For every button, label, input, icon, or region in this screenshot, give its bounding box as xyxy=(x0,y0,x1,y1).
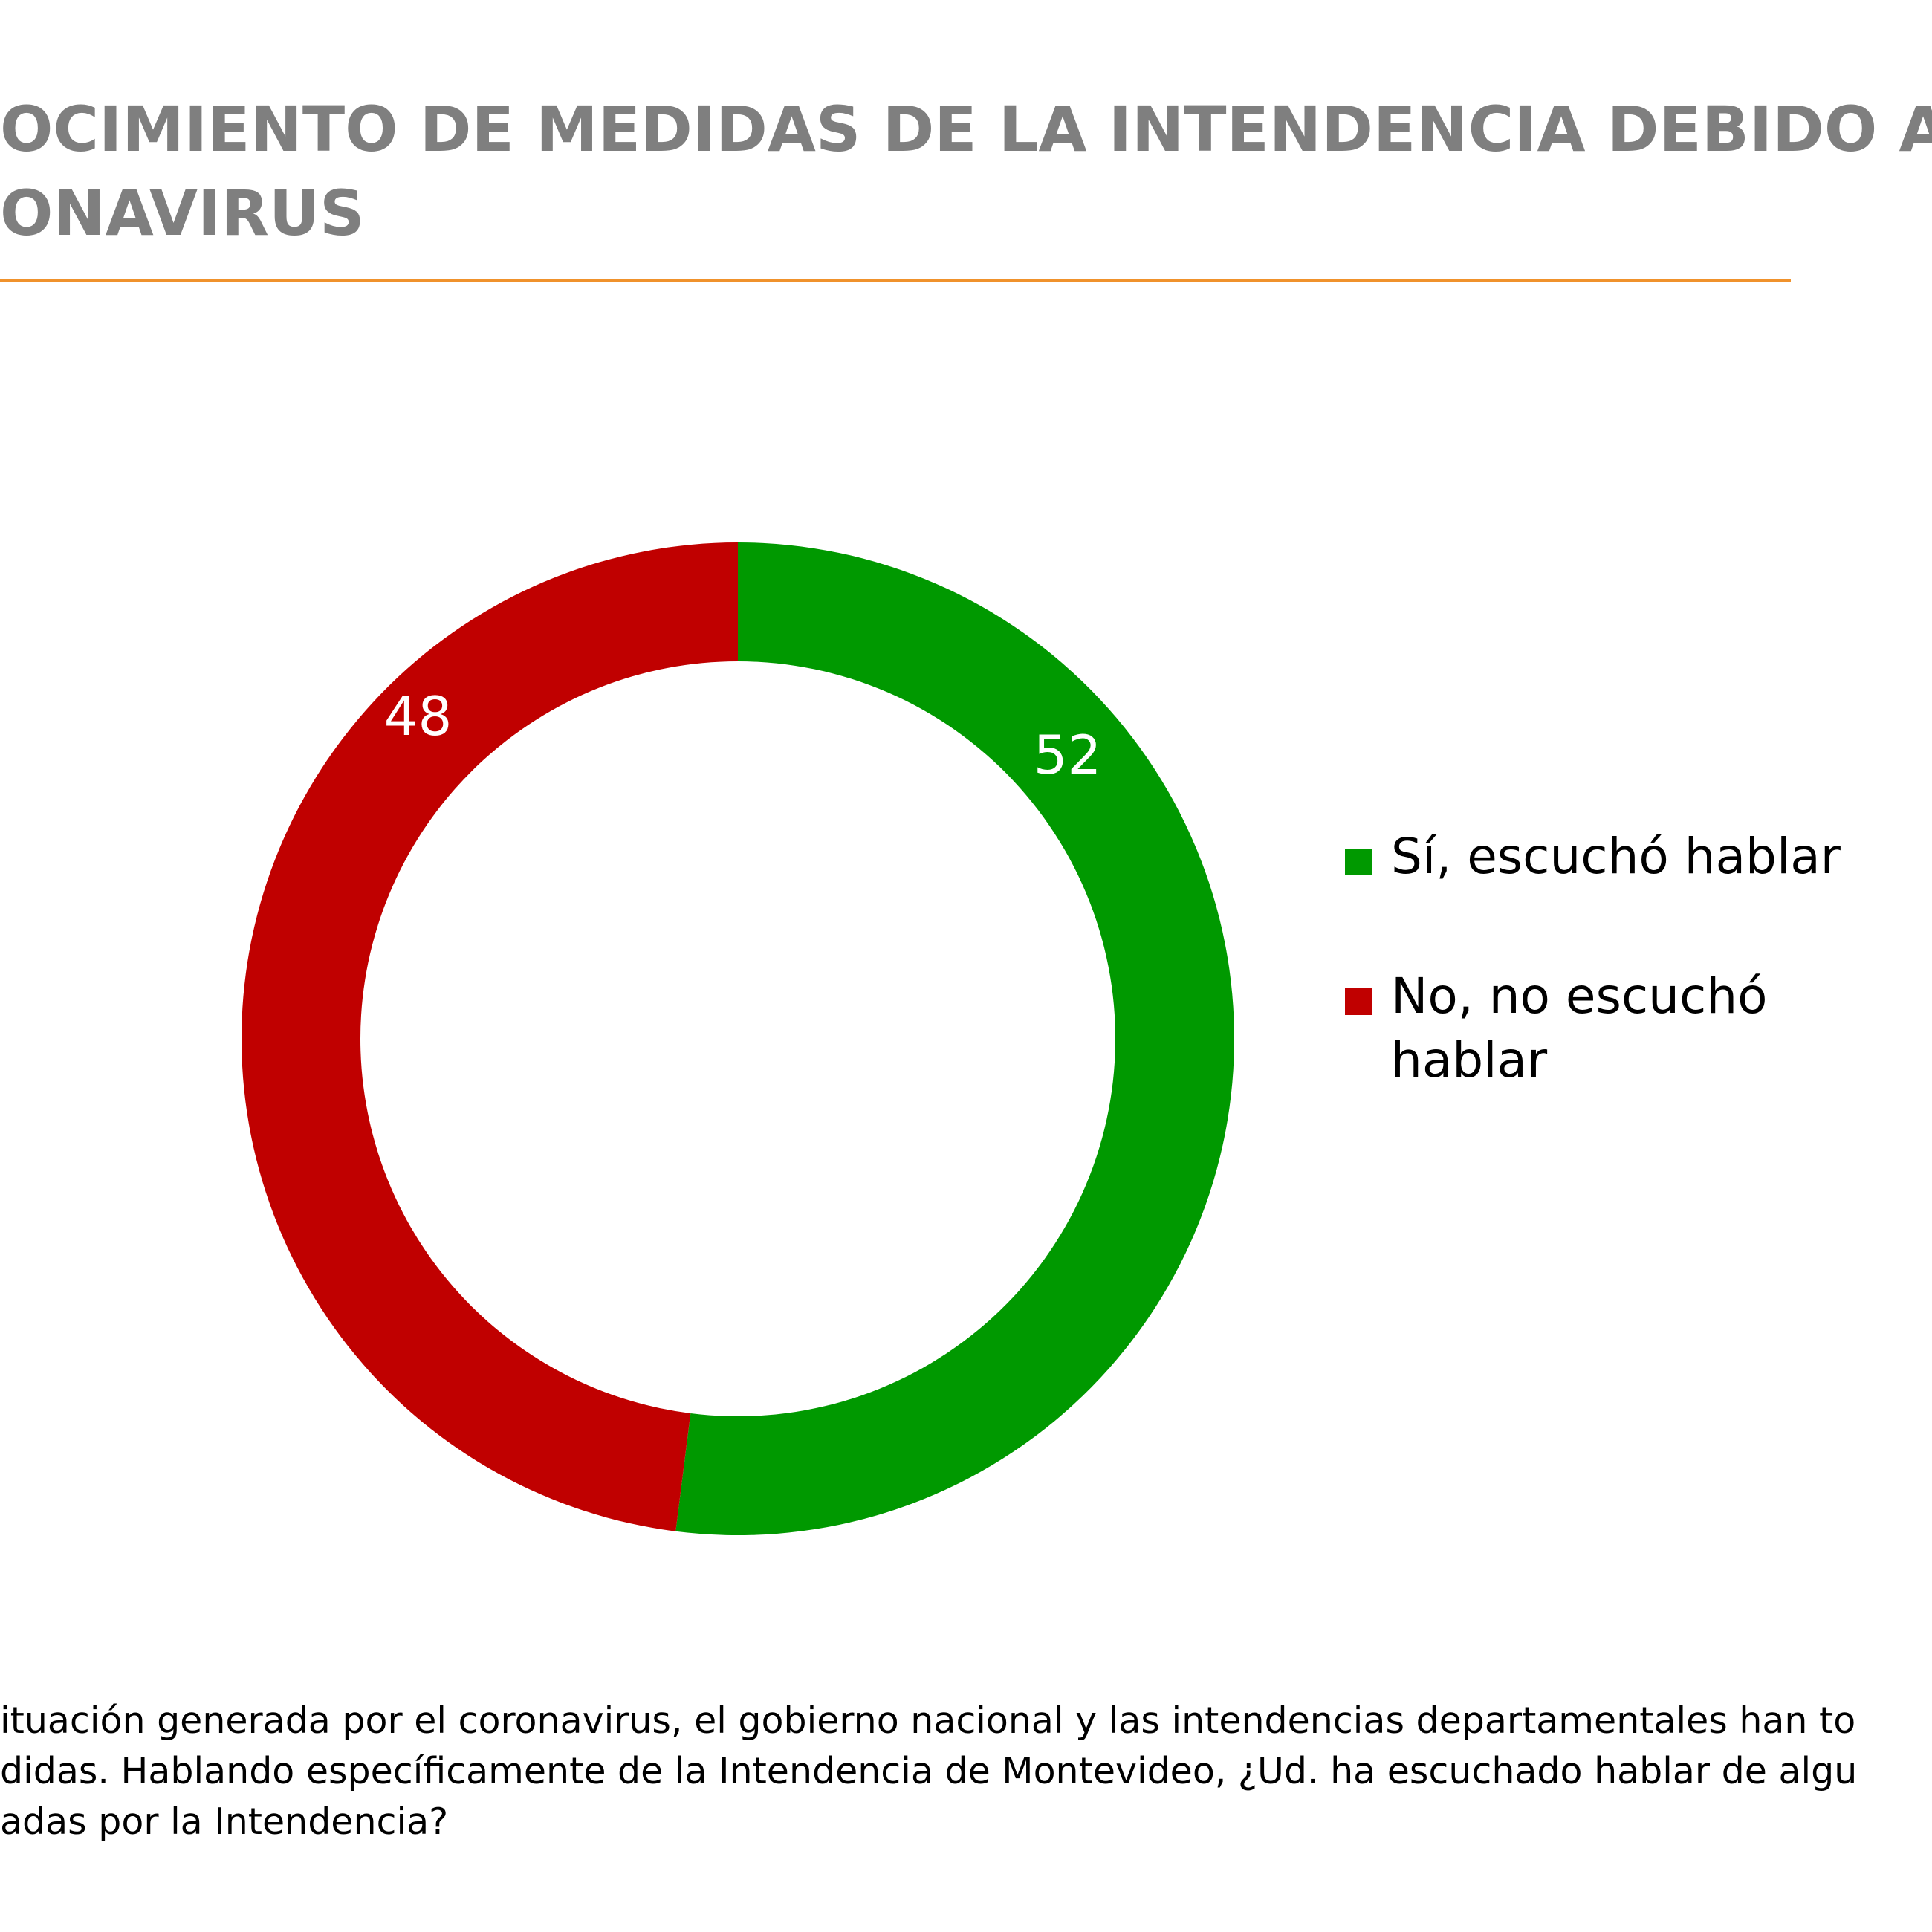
title-line-1: OCIMIENTO DE MEDIDAS DE LA INTENDENCIA D… xyxy=(0,93,1932,166)
legend-item-no: No, no escuchó hablar xyxy=(1345,965,1880,1092)
data-label-no: 48 xyxy=(384,685,453,748)
legend-item-yes: Sí, escuchó hablar xyxy=(1345,825,1880,889)
data-label-yes: 52 xyxy=(1034,724,1102,786)
legend-swatch-yes xyxy=(1345,849,1372,875)
title-line-2: ONAVIRUS xyxy=(0,177,365,250)
survey-question: ituación generada por el coronavirus, el… xyxy=(0,1696,1932,1847)
donut-slice-no xyxy=(241,542,738,1531)
legend-swatch-no xyxy=(1345,988,1372,1015)
question-line-1: ituación generada por el coronavirus, el… xyxy=(0,1699,1856,1742)
legend-label-yes: Sí, escuchó hablar xyxy=(1391,828,1841,885)
page-title: OCIMIENTO DE MEDIDAS DE LA INTENDENCIA D… xyxy=(0,88,1932,256)
question-line-2: didas. Hablando específicamente de la In… xyxy=(0,1750,1858,1792)
title-divider xyxy=(0,279,1791,282)
legend-label-no: No, no escuchó hablar xyxy=(1391,967,1768,1089)
chart-legend: Sí, escuchó hablar No, no escuchó hablar xyxy=(1345,825,1880,1168)
question-line-3: adas por la Intendencia? xyxy=(0,1800,449,1843)
donut-slice-yes xyxy=(675,542,1234,1535)
